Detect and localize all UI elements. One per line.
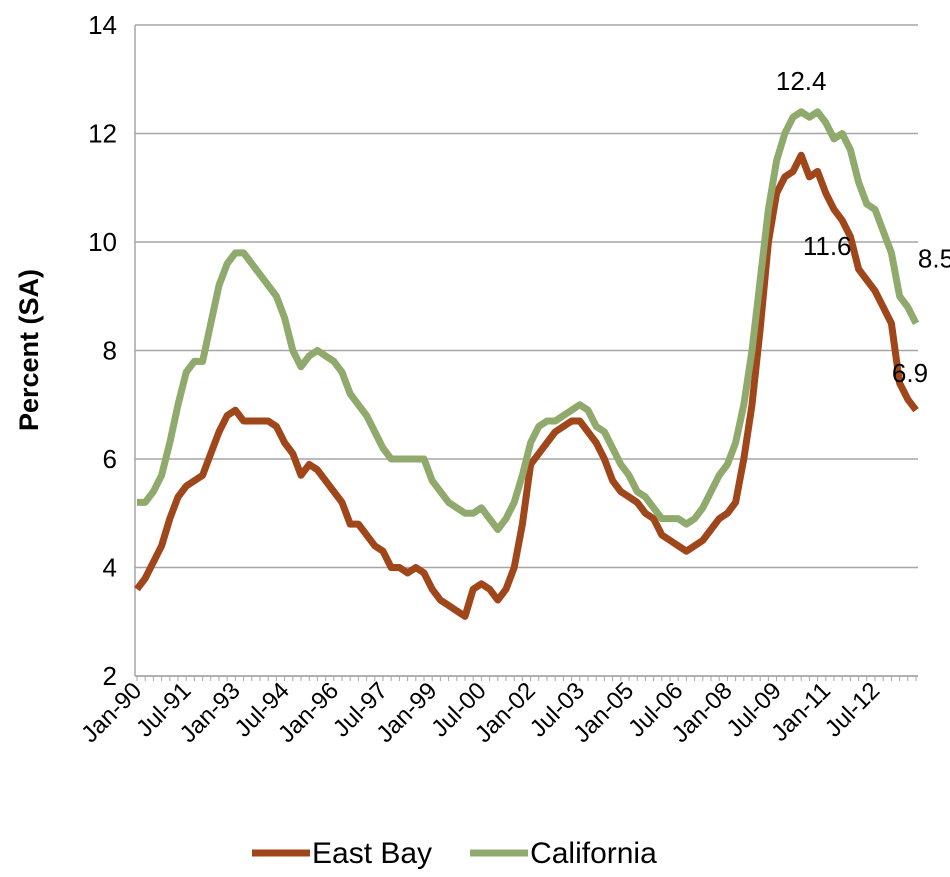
y-tick-label: 8 — [103, 336, 117, 366]
data-label: 11.6 — [803, 231, 852, 261]
y-tick-label: 6 — [103, 444, 117, 474]
y-tick-label: 12 — [88, 119, 117, 149]
data-label: 6.9 — [892, 358, 928, 388]
y-axis-title: Percent (SA) — [14, 269, 44, 431]
y-tick-label: 2 — [103, 661, 117, 691]
y-tick-label: 10 — [88, 227, 117, 257]
y-tick-label: 4 — [103, 553, 117, 583]
data-label: 12.4 — [776, 66, 827, 96]
data-label: 8.5 — [918, 243, 950, 273]
series-line — [137, 108, 920, 534]
series-line — [134, 151, 919, 620]
legend-label: East Bay — [312, 837, 432, 870]
x-tick-label: Jul-12 — [820, 677, 885, 742]
legend-label: California — [530, 837, 657, 870]
y-tick-label: 14 — [88, 10, 117, 40]
